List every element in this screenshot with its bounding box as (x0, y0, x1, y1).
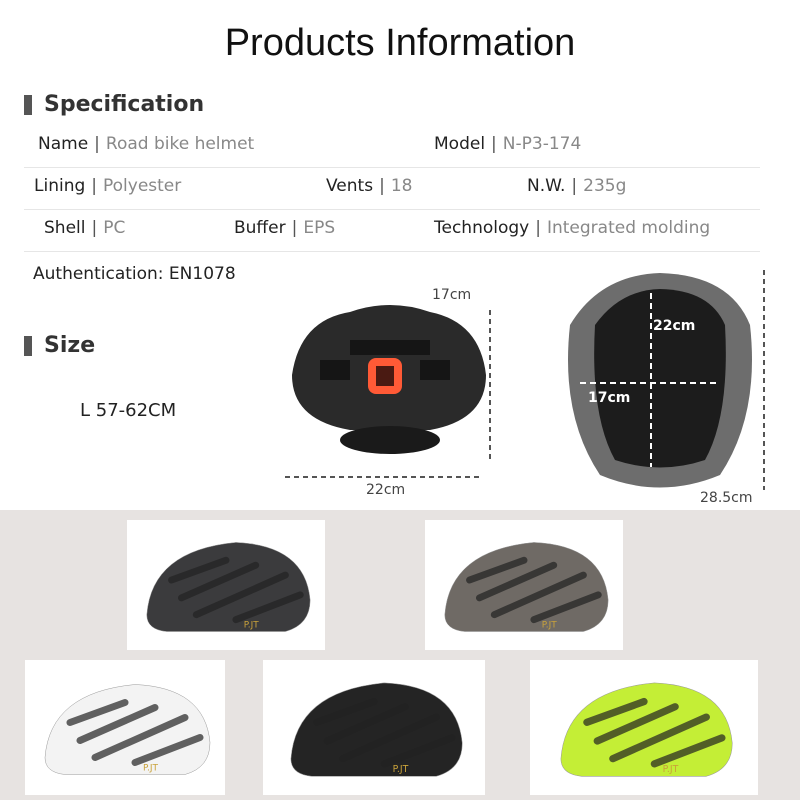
spec-row: Name | Road bike helmet Model | N-P3-174 (24, 126, 760, 168)
helmet-matte-black: P.JT (290, 682, 463, 777)
variant-card[interactable]: P.JT (425, 520, 623, 650)
spec-key: Vents (326, 176, 374, 196)
page-title: Products Information (224, 22, 576, 64)
spec-value: Integrated molding (546, 218, 711, 238)
variant-card[interactable]: P.JT (25, 660, 225, 795)
spec-key: Lining (34, 176, 86, 196)
spec-key: Name (38, 134, 89, 154)
variant-card[interactable]: P.JT (263, 660, 485, 795)
helmet-gunmetal: P.JT (444, 542, 609, 632)
spec-value: Polyester (103, 176, 182, 196)
spec-key: Shell (44, 218, 86, 238)
inner-length-label: 22cm (653, 318, 696, 334)
variant-card[interactable]: P.JT (530, 660, 758, 795)
authentication: Authentication: EN1078 (33, 264, 236, 284)
spec-key: Buffer (234, 218, 286, 238)
spec-key: N.W. (527, 176, 566, 196)
rear-height-label: 17cm (432, 287, 472, 303)
size-heading: Size (24, 333, 95, 358)
helmet-inner-view (568, 270, 765, 490)
helmet-rear-view (285, 305, 491, 478)
svg-text:P.JT: P.JT (542, 621, 557, 631)
svg-text:P.JT: P.JT (663, 764, 679, 775)
spec-value: 18 (390, 176, 413, 196)
svg-text:P.JT: P.JT (244, 621, 259, 631)
size-value: L 57-62CM (80, 400, 177, 421)
spec-key: Technology (434, 218, 530, 238)
spec-value: PC (103, 218, 126, 238)
helmet-neon-yellow: P.JT (560, 682, 733, 777)
helmet-white: P.JT (44, 684, 211, 775)
inner-width-label: 17cm (588, 390, 631, 406)
size-heading-text: Size (44, 333, 96, 358)
spec-row: Shell | PC Buffer | EPS Technology | Integrate… (24, 210, 760, 252)
spec-value: N-P3-174 (502, 134, 582, 154)
spec-value: EPS (303, 218, 336, 238)
spec-value: 235g (583, 176, 627, 196)
spec-key: Model (434, 134, 486, 154)
rear-width-label: 22cm (366, 482, 406, 498)
svg-text:P.JT: P.JT (143, 764, 159, 774)
variant-card[interactable]: P.JT (127, 520, 325, 650)
svg-text:P.JT: P.JT (393, 764, 409, 775)
specification-heading-text: Specification (44, 92, 205, 117)
spec-row: Lining | Polyester Vents | 18 N.W. | 235g (24, 168, 760, 210)
heading-bar (24, 335, 32, 356)
heading-bar (24, 94, 32, 115)
specification-heading: Specification (24, 92, 204, 117)
total-length-label: 28.5cm (700, 490, 753, 506)
spec-value: Road bike helmet (105, 134, 255, 154)
helmet-carbon-black: P.JT (146, 542, 311, 632)
